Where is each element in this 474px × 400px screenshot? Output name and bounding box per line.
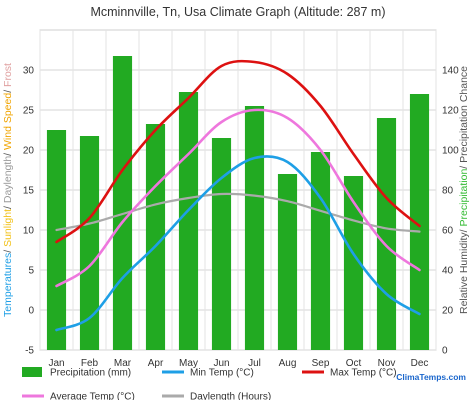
avg-temp-line <box>55 108 421 288</box>
left-tick-label: 30 <box>23 66 35 77</box>
precipitation-bar <box>310 152 331 350</box>
brand-watermark: ClimaTemps.com <box>396 372 466 382</box>
axis-label-part: / <box>2 203 14 209</box>
legend-label: Min Temp (°C) <box>190 368 254 379</box>
precipitation-bar <box>79 136 100 350</box>
min-temp-line <box>55 155 421 332</box>
left-tick-label: 10 <box>23 226 35 237</box>
axis-label-part: Frost <box>2 63 14 87</box>
legend-label: Max Temp (°C) <box>330 368 397 379</box>
tick-labels: -5 0 5 10 15 20 25 30 0 20 40 60 80 100 120 140 Jan Feb Ma… <box>23 66 459 370</box>
axis-label-part: Wind Speed <box>2 93 14 150</box>
grid <box>39 30 437 351</box>
legend-label: Precipitation (mm) <box>50 368 131 379</box>
left-tick-label: 0 <box>28 306 34 317</box>
x-tick-label: Jun <box>213 358 229 369</box>
precipitation-bar <box>46 130 67 350</box>
right-tick-label: 0 <box>442 346 448 357</box>
right-tick-label: 20 <box>442 306 454 317</box>
left-tick-label: 25 <box>23 106 35 117</box>
x-tick-label: May <box>179 358 198 369</box>
axis-label-part: Daylength <box>2 156 14 203</box>
right-axis-label: Relative Humidity/ Precipitation/ Precip… <box>458 66 470 314</box>
left-tick-label: -5 <box>25 346 34 357</box>
legend-label: Daylength (Hours) <box>190 392 271 400</box>
axis-label-part: Precipitation <box>458 169 470 227</box>
max-temp-line <box>55 59 421 244</box>
left-tick-label: 5 <box>28 266 34 277</box>
daylength-line <box>55 192 421 233</box>
legend: Precipitation (mm) Min Temp (°C) Max Temp … <box>22 367 397 400</box>
left-tick-label: 15 <box>23 186 35 197</box>
x-tick-label: Jul <box>248 358 261 369</box>
right-tick-label: 40 <box>442 266 454 277</box>
precipitation-bar <box>376 118 397 350</box>
axis-label-part: / <box>2 247 14 253</box>
precipitation-bar <box>178 92 199 350</box>
legend-swatch <box>22 367 42 377</box>
temperature-lines <box>55 59 421 332</box>
axis-label-part: Sunlight <box>2 209 14 247</box>
precipitation-bar <box>244 106 265 350</box>
axis-label-part: Temperatures <box>2 253 14 317</box>
axis-label-part: Relative Humidity/ <box>458 226 470 314</box>
right-tick-label: 140 <box>442 66 459 77</box>
x-tick-label: Jan <box>48 358 64 369</box>
right-tick-label: 120 <box>442 106 459 117</box>
x-tick-label: Sep <box>312 358 330 369</box>
axis-label-part: / <box>2 150 14 156</box>
precipitation-bar <box>277 174 298 350</box>
right-tick-label: 80 <box>442 186 454 197</box>
axis-label-part: / <box>2 87 14 93</box>
chart-title: Mcminnville, Tn, Usa Climate Graph (Alti… <box>90 5 385 19</box>
axis-label-part: / Precipitation Chance <box>458 66 470 169</box>
x-tick-label: Apr <box>148 358 164 369</box>
right-tick-label: 60 <box>442 226 454 237</box>
precipitation-bar <box>211 138 232 350</box>
x-tick-label: Feb <box>81 358 99 369</box>
x-tick-label: Aug <box>279 358 297 369</box>
precipitation-bar <box>409 94 430 350</box>
right-tick-label: 100 <box>442 146 459 157</box>
left-tick-label: 20 <box>23 146 35 157</box>
x-tick-label: Dec <box>411 358 429 369</box>
x-tick-label: Nov <box>378 358 396 369</box>
x-tick-label: Oct <box>346 358 362 369</box>
left-axis-label: Temperatures/ Sunlight/ Daylength/ Wind … <box>2 63 14 317</box>
x-tick-label: Mar <box>114 358 132 369</box>
legend-label: Average Temp (°C) <box>50 392 135 400</box>
precipitation-bar <box>112 56 133 350</box>
